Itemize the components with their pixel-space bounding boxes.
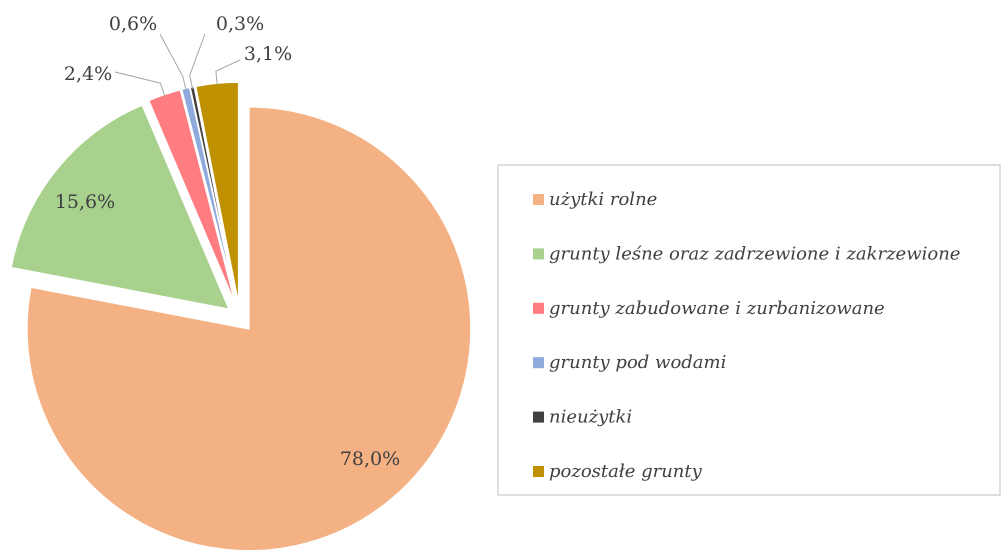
legend-swatch [533, 248, 544, 260]
legend-swatch [533, 302, 544, 314]
legend-label: pozostałe grunty [549, 461, 703, 482]
leader-line [189, 33, 206, 89]
legend-label: grunty pod wodami [549, 352, 726, 373]
legend-label: grunty zabudowane i zurbanizowane [549, 298, 885, 319]
leader-line [159, 33, 187, 91]
pie-slice [26, 106, 472, 550]
data-label: 0,6% [109, 13, 157, 35]
leader-line [114, 71, 166, 97]
legend-swatch [533, 357, 544, 369]
data-label: 15,6% [55, 191, 115, 213]
legend-label: użytki rolne [549, 189, 657, 210]
legend-box [497, 164, 1001, 496]
data-label: 0,3% [216, 13, 264, 35]
legend-label: grunty leśne oraz zadrzewione i zakrzewi… [549, 243, 960, 264]
data-label: 78,0% [340, 448, 400, 470]
leader-line [215, 59, 241, 86]
pie-slice [10, 103, 231, 311]
legend-label: nieużytki [549, 407, 632, 428]
data-label: 2,4% [64, 63, 112, 85]
legend-swatch [533, 194, 544, 205]
data-label: 3,1% [244, 43, 292, 65]
legend-swatch [533, 466, 544, 477]
legend-swatch [533, 411, 544, 423]
